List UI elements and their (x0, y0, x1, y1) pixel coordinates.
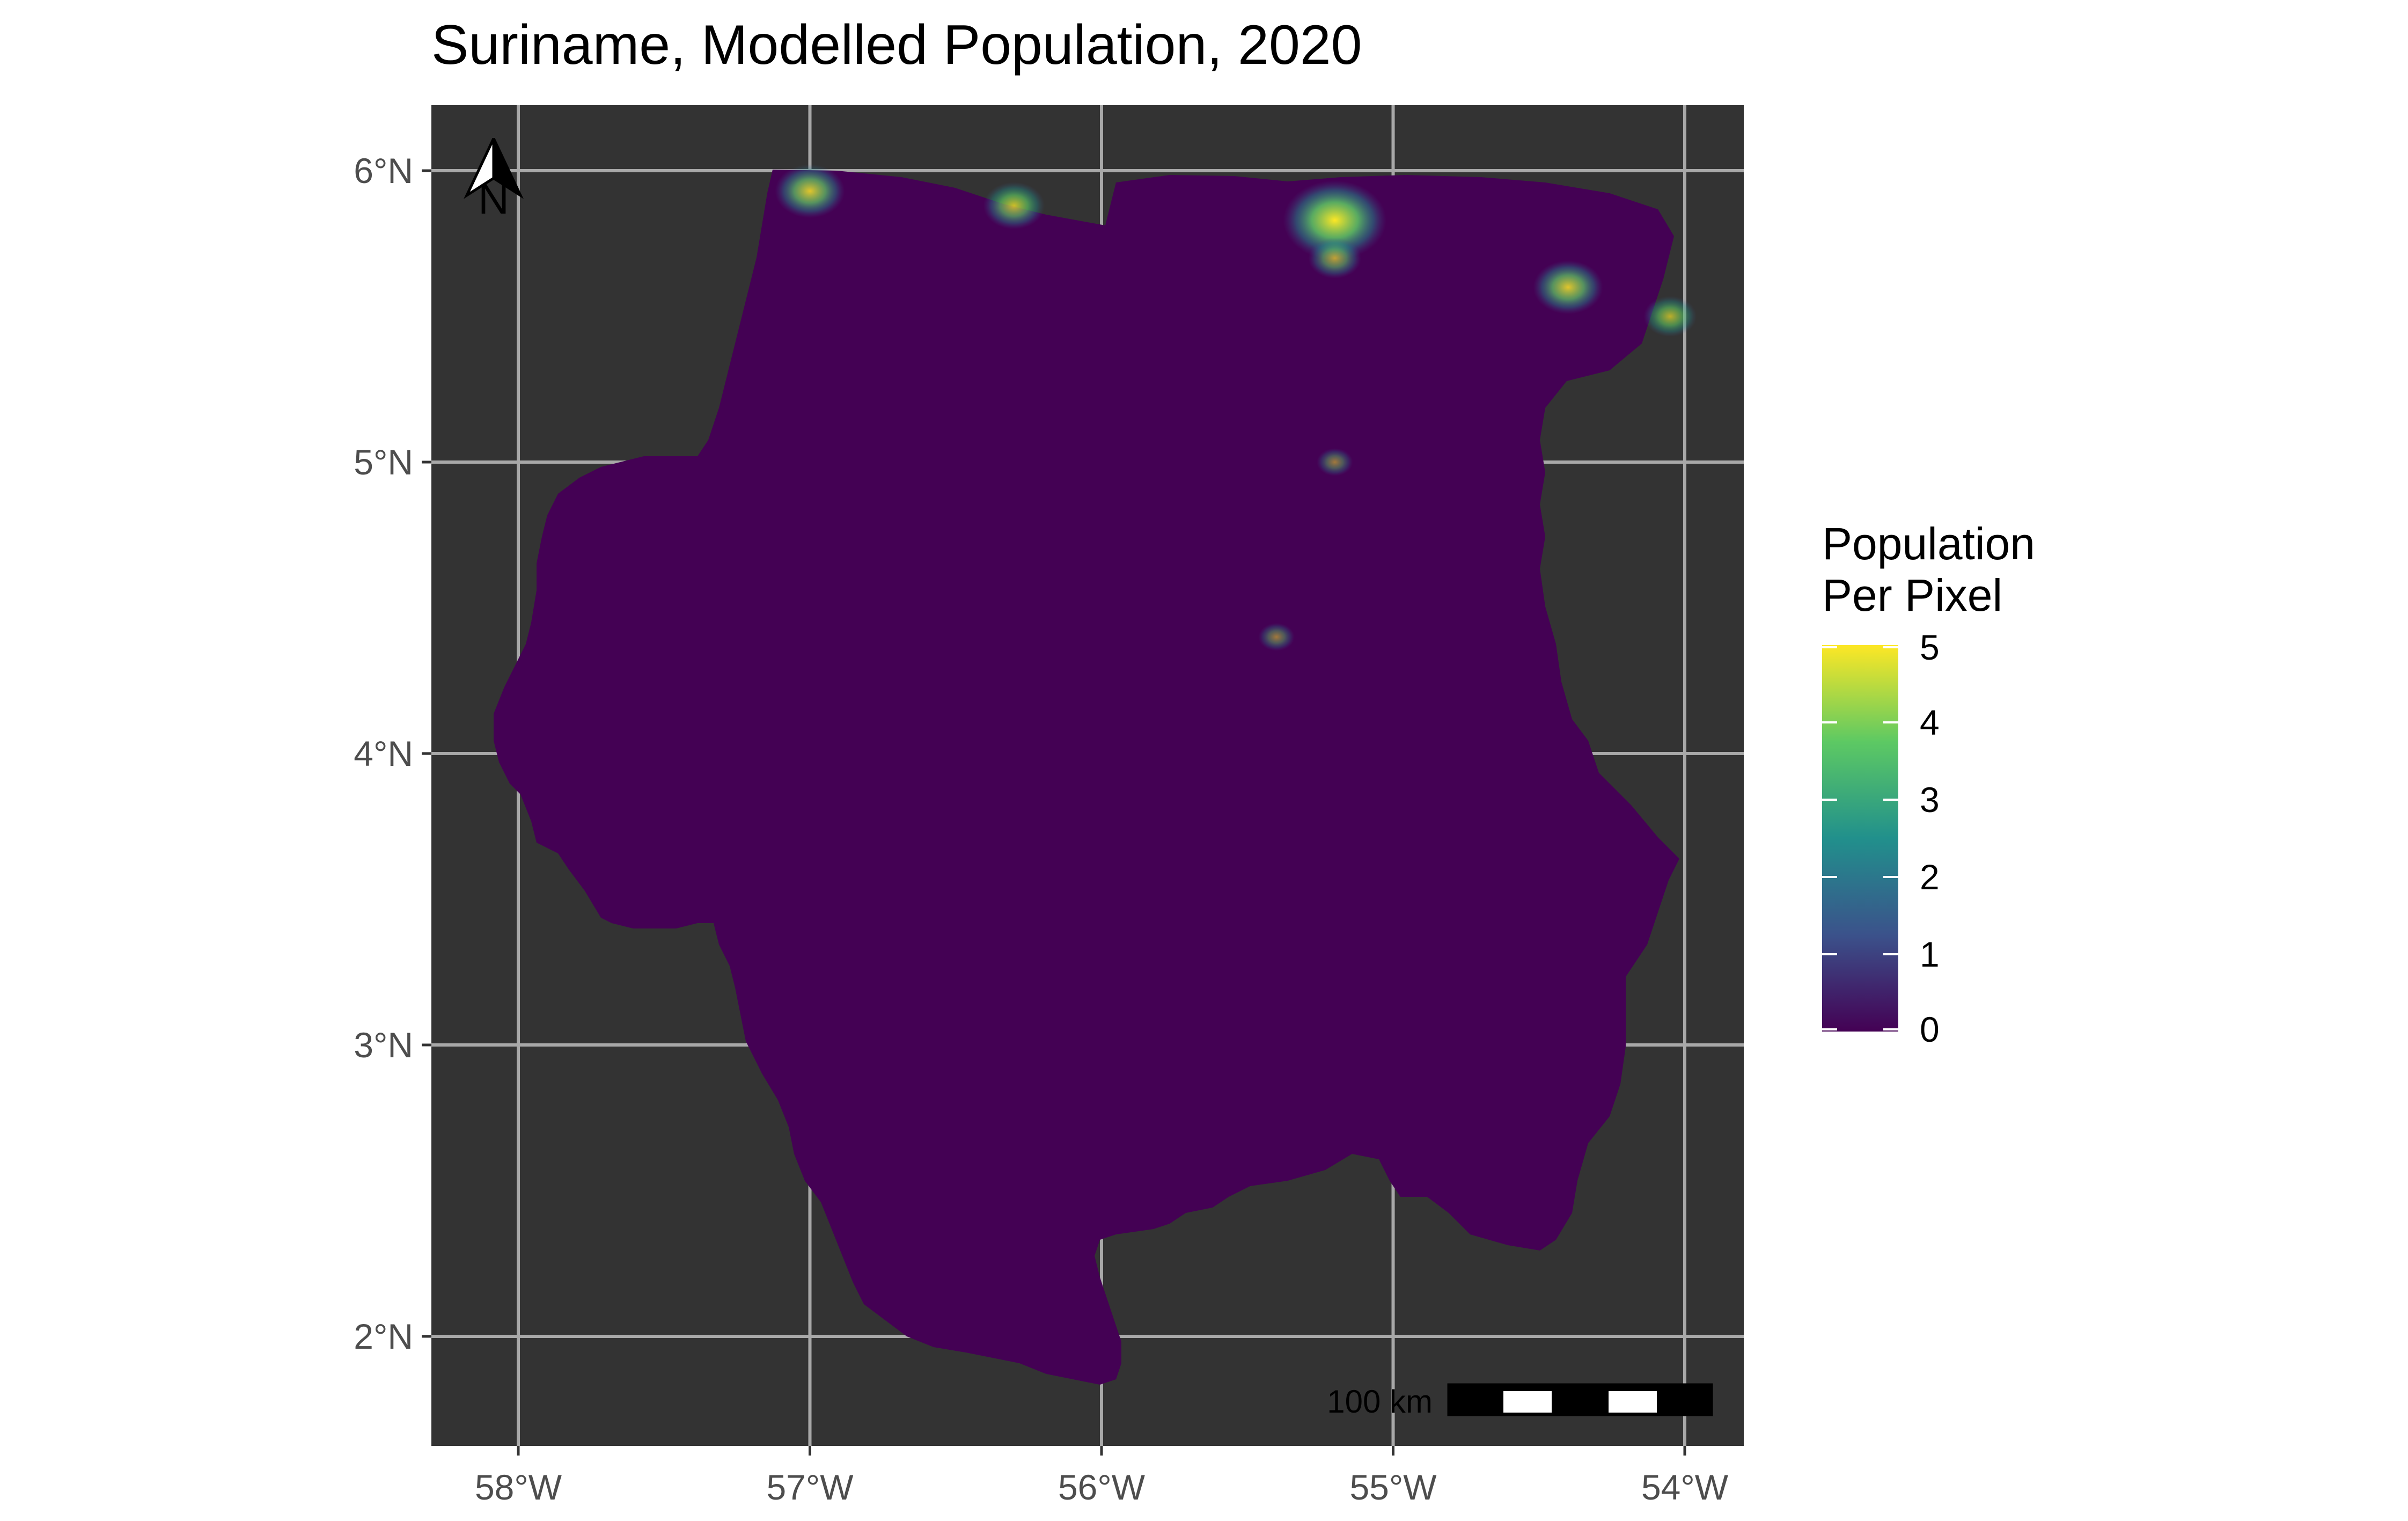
population-hotspot (1258, 623, 1295, 651)
population-hotspot (1317, 448, 1353, 476)
x-tick-label: 58°W (475, 1467, 562, 1507)
scale-bar: 100 km (1327, 1383, 1713, 1420)
y-tick-label: 6°N (354, 151, 413, 191)
legend-ticks: 5 4 3 2 1 0 (1822, 627, 1940, 1049)
population-hotspot (1643, 296, 1697, 337)
legend-tick-label: 0 (1920, 1010, 1940, 1049)
legend-tick-label: 1 (1920, 934, 1940, 974)
scale-bar-outline (1447, 1383, 1713, 1416)
suriname-population-raster (494, 170, 1679, 1385)
population-hotspot (775, 164, 845, 218)
population-hotspots (775, 164, 1697, 651)
x-tick-label: 57°W (766, 1467, 854, 1507)
scale-bar-segments (1449, 1385, 1712, 1415)
legend-tick-label: 4 (1920, 703, 1940, 742)
y-axis: 6°N 5°N 4°N 3°N 2°N (354, 151, 431, 1356)
north-arrow-label: N (478, 175, 509, 223)
population-hotspot (983, 182, 1045, 230)
scale-bar-segment (1659, 1385, 1712, 1415)
population-hotspot (1308, 237, 1362, 279)
y-tick-label: 5°N (354, 442, 413, 482)
legend-colorbar (1822, 645, 1898, 1032)
population-hotspot (1283, 180, 1386, 260)
y-tick-label: 3°N (354, 1025, 413, 1065)
legend-tick-label: 2 (1920, 857, 1940, 897)
scale-bar-label: 100 km (1327, 1384, 1433, 1420)
y-tick-label: 2°N (354, 1317, 413, 1356)
legend-tick-label: 5 (1920, 627, 1940, 667)
x-axis: 58°W 57°W 56°W 55°W 54°W (475, 1446, 1729, 1507)
scale-bar-segment (1503, 1391, 1552, 1413)
legend-title-line1: Population (1822, 518, 2035, 569)
population-hotspot (1533, 260, 1603, 315)
map-title: Suriname, Modelled Population, 2020 (431, 14, 1362, 76)
x-tick-label: 55°W (1349, 1467, 1437, 1507)
north-arrow-icon: N (464, 137, 524, 223)
legend-title-line2: Per Pixel (1822, 570, 2002, 620)
legend-tick-label: 3 (1920, 780, 1940, 820)
x-tick-label: 56°W (1058, 1467, 1146, 1507)
scale-bar-segment (1609, 1391, 1657, 1413)
x-tick-label: 54°W (1641, 1467, 1729, 1507)
scale-bar-segment (1554, 1385, 1606, 1415)
scale-bar-segment (1449, 1385, 1501, 1415)
y-tick-label: 4°N (354, 734, 413, 773)
legend: Population Per Pixel 5 4 3 2 1 0 (1822, 518, 2035, 1049)
